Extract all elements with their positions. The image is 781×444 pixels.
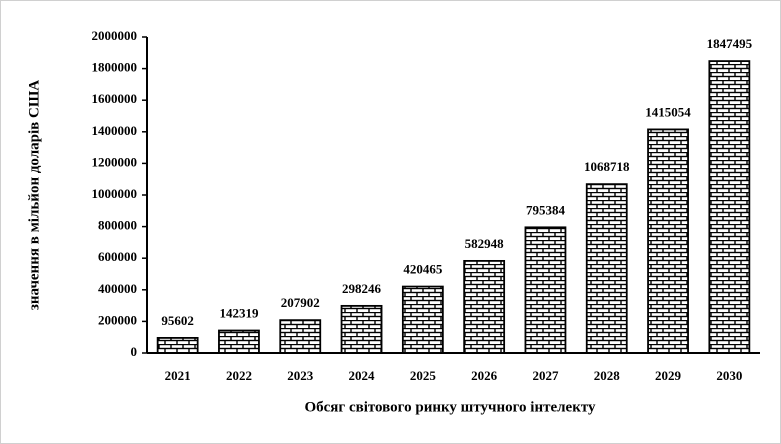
y-tick-label: 0	[131, 344, 138, 359]
bar	[524, 226, 567, 354]
bar	[218, 329, 260, 354]
x-tick-label: 2027	[532, 368, 559, 383]
y-tick-label: 1800000	[92, 60, 138, 75]
x-axis-title: Обсяг світового ринку штучного інтелекту	[304, 399, 596, 415]
bar	[156, 336, 199, 354]
value-label: 1415054	[645, 104, 691, 119]
value-label: 420465	[403, 262, 443, 277]
y-tick-label: 1600000	[92, 91, 138, 106]
y-tick-label: 600000	[98, 249, 137, 264]
value-label: 207902	[281, 295, 320, 310]
x-tick-label: 2025	[410, 368, 437, 383]
bar	[708, 60, 751, 354]
y-tick-label: 200000	[98, 312, 137, 327]
x-tick-label: 2024	[349, 368, 376, 383]
y-tick-label: 2000000	[92, 28, 138, 43]
value-label: 582948	[465, 236, 505, 251]
bar	[463, 259, 506, 354]
y-tick-label: 1400000	[92, 123, 138, 138]
value-label: 795384	[526, 202, 566, 217]
x-tick-label: 2023	[287, 368, 314, 383]
x-tick-label: 2026	[471, 368, 498, 383]
bar	[279, 319, 322, 354]
value-label: 298246	[342, 281, 382, 296]
value-label: 1847495	[707, 36, 753, 51]
y-tick-label: 400000	[98, 281, 137, 296]
x-tick-label: 2028	[594, 368, 621, 383]
bar	[647, 128, 689, 354]
y-tick-label: 1000000	[92, 186, 138, 201]
value-label: 142319	[219, 305, 259, 320]
x-tick-label: 2021	[165, 368, 191, 383]
value-label: 95602	[161, 313, 194, 328]
bar	[585, 183, 628, 354]
x-tick-label: 2022	[226, 368, 252, 383]
x-tick-label: 2029	[655, 368, 682, 383]
value-label: 1068718	[584, 159, 630, 174]
y-axis-title: значення в мільйон доларів США	[26, 80, 42, 310]
y-tick-label: 1200000	[92, 154, 138, 169]
bar	[340, 304, 383, 354]
y-tick-label: 800000	[98, 218, 137, 233]
x-tick-label: 2030	[716, 368, 742, 383]
bar	[401, 285, 444, 354]
